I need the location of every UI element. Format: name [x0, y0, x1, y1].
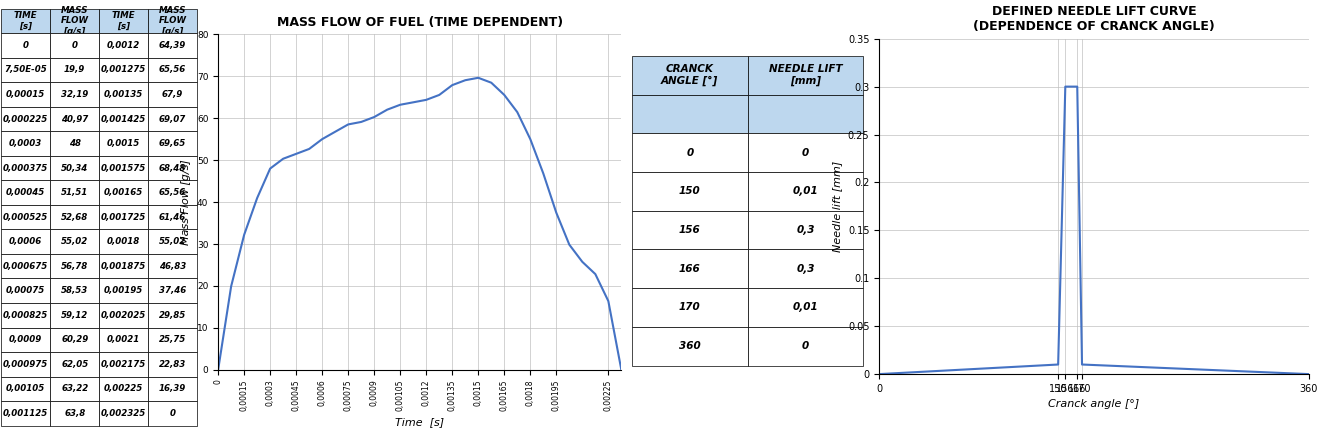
Title: MASS FLOW OF FUEL (TIME DEPENDENT): MASS FLOW OF FUEL (TIME DEPENDENT) [276, 16, 563, 29]
X-axis label: Cranck angle [°]: Cranck angle [°] [1048, 399, 1140, 409]
Title: DEFINED NEEDLE LIFT CURVE
(DEPENDENCE OF CRANCK ANGLE): DEFINED NEEDLE LIFT CURVE (DEPENDENCE OF… [973, 5, 1215, 34]
Y-axis label: Mass Flow [g/s]: Mass Flow [g/s] [181, 159, 192, 245]
X-axis label: Time  [s]: Time [s] [395, 417, 444, 427]
Y-axis label: Needle lift [mm]: Needle lift [mm] [833, 161, 842, 252]
